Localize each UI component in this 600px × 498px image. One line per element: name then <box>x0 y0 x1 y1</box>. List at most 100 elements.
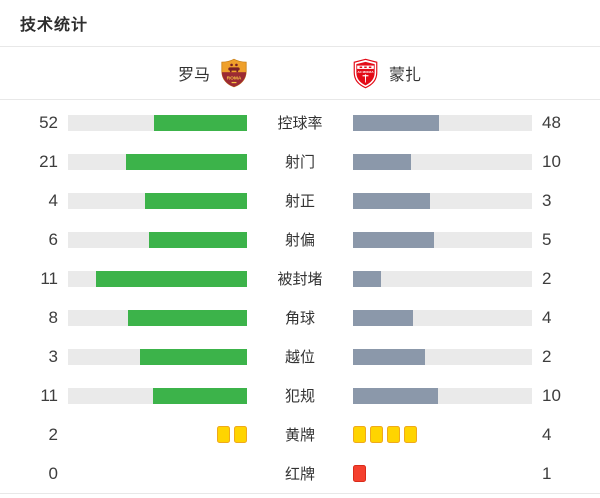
away-cards <box>353 387 532 405</box>
home-bar-track <box>68 270 247 287</box>
home-cards <box>68 465 247 483</box>
away-bar-zone <box>353 114 532 132</box>
yellow-card-icon <box>234 426 247 443</box>
stat-label: 控球率 <box>277 115 323 132</box>
home-bar-fill <box>144 192 247 209</box>
home-cards <box>68 231 247 249</box>
stat-label: 黄牌 <box>284 427 315 444</box>
home-bar-fill <box>127 309 247 326</box>
stat-label: 射偏 <box>284 232 315 249</box>
stat-row: 21 射门 10 <box>0 142 600 181</box>
away-value: 1 <box>542 463 552 483</box>
home-value: 11 <box>40 268 58 288</box>
home-value: 6 <box>48 229 58 249</box>
home-team-name: 罗马 <box>177 67 210 84</box>
home-bar-fill <box>153 387 247 404</box>
away-bar-zone <box>353 309 532 327</box>
home-bar-fill <box>139 348 247 365</box>
yellow-card-icon <box>404 426 417 443</box>
home-bar-zone <box>68 192 247 210</box>
away-bar-zone <box>353 348 532 366</box>
home-cards <box>68 309 247 327</box>
away-value: 10 <box>542 151 561 171</box>
away-bar-zone <box>353 465 532 483</box>
home-value: 52 <box>39 112 58 132</box>
away-bar-fill <box>353 270 381 287</box>
stats-rows: 52 控球率 48 21 射门 <box>0 100 600 494</box>
home-value: 3 <box>48 346 58 366</box>
home-value: 11 <box>40 385 58 405</box>
away-bar-track <box>353 153 532 170</box>
stat-row: 2 黄牌 4 <box>0 415 600 454</box>
away-bar-zone <box>353 153 532 171</box>
away-team-name: 蒙扎 <box>389 67 422 84</box>
home-team: 罗马 ROMA <box>20 58 247 88</box>
away-value: 3 <box>542 190 552 210</box>
stat-label: 射门 <box>284 154 315 171</box>
away-bar-track <box>353 387 532 404</box>
home-cards <box>68 426 247 444</box>
home-value: 21 <box>39 151 58 171</box>
panel-header: 技术统计 <box>0 0 600 47</box>
home-cards <box>68 192 247 210</box>
stat-row: 0 红牌 1 <box>0 454 600 493</box>
stat-label: 被封堵 <box>277 271 323 288</box>
away-value: 4 <box>542 307 552 327</box>
away-bar-zone <box>353 270 532 288</box>
roma-crest-icon: ROMA <box>221 58 247 88</box>
yellow-card-icon <box>387 426 400 443</box>
away-cards <box>353 192 532 210</box>
stat-row: 11 犯规 10 <box>0 376 600 415</box>
home-bar-track <box>68 153 247 170</box>
home-bar-zone <box>68 426 247 444</box>
home-bar-track <box>68 387 247 404</box>
away-bar-fill <box>353 231 435 248</box>
away-cards <box>353 309 532 327</box>
away-cards <box>353 426 532 444</box>
home-bar-zone <box>68 387 247 405</box>
home-cards <box>68 387 247 405</box>
stat-row: 4 射正 3 <box>0 181 600 220</box>
home-bar-zone <box>68 153 247 171</box>
stat-row: 3 越位 2 <box>0 337 600 376</box>
away-bar-fill <box>353 387 439 404</box>
away-team: AC MONZA 蒙扎 <box>353 58 580 89</box>
away-value: 48 <box>542 112 561 132</box>
stat-row: 6 射偏 5 <box>0 220 600 259</box>
away-bar-track <box>353 348 532 365</box>
away-bar-zone <box>353 192 532 210</box>
svg-text:AC MONZA: AC MONZA <box>357 70 374 74</box>
home-bar-fill <box>125 153 247 170</box>
home-bar-zone <box>68 270 247 288</box>
away-bar-fill <box>353 309 413 326</box>
away-value: 2 <box>542 346 552 366</box>
yellow-card-icon <box>217 426 230 443</box>
away-bar-fill <box>353 114 439 131</box>
team-header: 罗马 ROMA <box>0 47 600 100</box>
home-cards <box>68 348 247 366</box>
home-value: 2 <box>48 424 58 444</box>
yellow-card-icon <box>370 426 383 443</box>
home-value: 0 <box>48 463 58 483</box>
away-bar-track <box>353 270 532 287</box>
away-bar-fill <box>353 153 411 170</box>
yellow-card-icon <box>353 426 366 443</box>
home-bar-track <box>68 309 247 326</box>
away-cards <box>353 348 532 366</box>
home-bar-zone <box>68 231 247 249</box>
home-bar-track <box>68 348 247 365</box>
home-value: 8 <box>48 307 58 327</box>
stat-row: 8 角球 4 <box>0 298 600 337</box>
home-bar-fill <box>149 231 247 248</box>
away-value: 2 <box>542 268 552 288</box>
away-bar-zone <box>353 426 532 444</box>
home-bar-track <box>68 231 247 248</box>
stat-row: 52 控球率 48 <box>0 103 600 142</box>
away-value: 4 <box>542 424 552 444</box>
stat-label: 犯规 <box>284 388 315 405</box>
away-value: 5 <box>542 229 552 249</box>
away-value: 10 <box>542 385 561 405</box>
away-bar-track <box>353 231 532 248</box>
away-bar-fill <box>353 192 430 209</box>
